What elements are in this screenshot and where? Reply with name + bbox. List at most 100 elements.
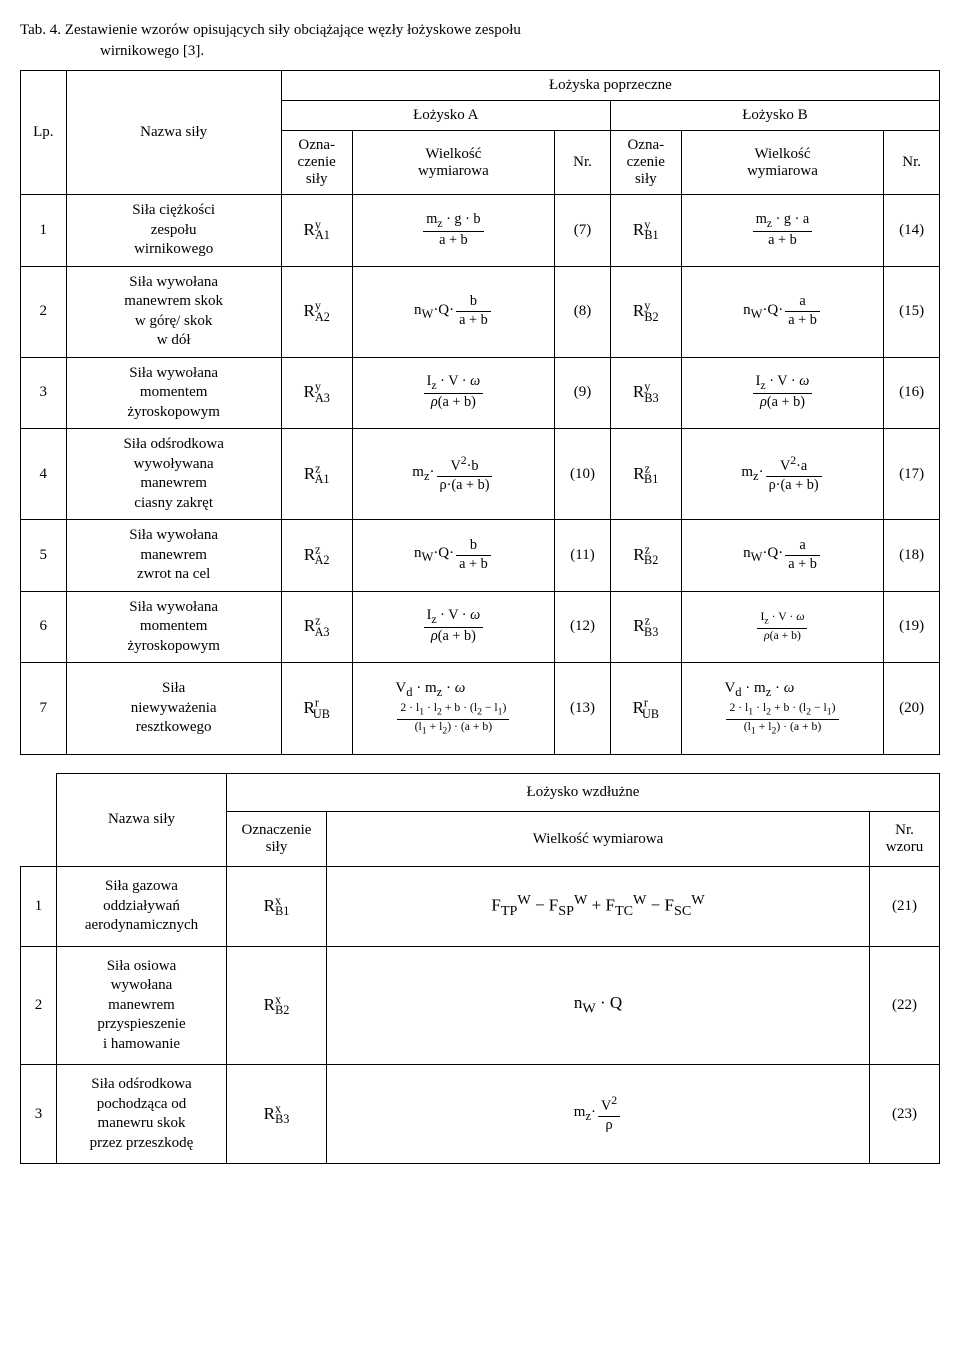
cell-lp: 3 xyxy=(21,1065,57,1164)
header-nr-wzoru-bottom: Nr.wzoru xyxy=(870,812,940,867)
cell-sym: RxB2 xyxy=(227,946,327,1065)
cell-sym-b: RyB2 xyxy=(610,266,681,357)
header-lozyska-poprzeczne: Łożyska poprzeczne xyxy=(281,71,939,101)
cell-lp: 2 xyxy=(21,266,67,357)
cell-sym-a: RyA1 xyxy=(281,195,352,267)
cell-formula-b: Iz · V · ωρ(a + b) xyxy=(681,357,884,429)
cell-nr-b: (16) xyxy=(884,357,940,429)
cell-sym-a: RzA2 xyxy=(281,520,352,592)
cell-nr-a: (13) xyxy=(555,663,611,755)
cell-formula: mz·V2ρ xyxy=(327,1065,870,1164)
cell-formula-b: Iz · V · ωρ(a + b) xyxy=(681,591,884,663)
cell-lp: 1 xyxy=(21,195,67,267)
cell-sym-a: RyA3 xyxy=(281,357,352,429)
table-row: 3Siła odśrodkowapochodząca odmanewru sko… xyxy=(21,1065,940,1164)
cell-nr: (22) xyxy=(870,946,940,1065)
header-nr-b: Nr. xyxy=(884,131,940,195)
cell-nr: (23) xyxy=(870,1065,940,1164)
cell-formula-a: Iz · V · ωρ(a + b) xyxy=(352,357,555,429)
cell-lp: 4 xyxy=(21,429,67,520)
header-wielk-wym-b: Wielkośćwymiarowa xyxy=(681,131,884,195)
cell-nr: (21) xyxy=(870,867,940,947)
cell-formula-a: Vd · mz · ω2 · l1 · l2 + b · (l2 − l1)(l… xyxy=(352,663,555,755)
table-row: 4Siła odśrodkowawywoływanamanewremciasny… xyxy=(21,429,940,520)
cell-name: Siła wywołanamanewremzwrot na cel xyxy=(66,520,281,592)
header-wielk-wym-a: Wielkośćwymiarowa xyxy=(352,131,555,195)
top-table: Lp. Nazwa siły Łożyska poprzeczne Łożysk… xyxy=(20,70,940,755)
cell-sym: RxB3 xyxy=(227,1065,327,1164)
col-nazwa-sily-b: Nazwa siły xyxy=(57,774,227,867)
caption-line2: wirnikowego [3]. xyxy=(20,41,940,62)
cell-sym-a: RzA3 xyxy=(281,591,352,663)
cell-sym-a: RyA2 xyxy=(281,266,352,357)
col-lp: Lp. xyxy=(21,71,67,195)
header-lozysko-b: Łożysko B xyxy=(610,101,939,131)
cell-nr-a: (10) xyxy=(555,429,611,520)
table-row: 6Siła wywołanamomentemżyroskopowymRzA3Iz… xyxy=(21,591,940,663)
cell-name: Siła gazowaoddziaływańaerodynamicznych xyxy=(57,867,227,947)
cell-nr-a: (12) xyxy=(555,591,611,663)
cell-lp: 6 xyxy=(21,591,67,663)
cell-nr-b: (19) xyxy=(884,591,940,663)
cell-formula-a: Iz · V · ωρ(a + b) xyxy=(352,591,555,663)
cell-nr-a: (9) xyxy=(555,357,611,429)
cell-name: Siła wywołanamomentemżyroskopowym xyxy=(66,357,281,429)
table-row: 2Siła osiowawywołanamanewremprzyspieszen… xyxy=(21,946,940,1065)
table-row: 1Siła gazowaoddziaływańaerodynamicznychR… xyxy=(21,867,940,947)
table-row: 5Siła wywołanamanewremzwrot na celRzA2nW… xyxy=(21,520,940,592)
table-row: 3Siła wywołanamomentemżyroskopowymRyA3Iz… xyxy=(21,357,940,429)
cell-lp: 2 xyxy=(21,946,57,1065)
header-lozysko-a: Łożysko A xyxy=(281,101,610,131)
cell-nr-a: (11) xyxy=(555,520,611,592)
cell-lp: 7 xyxy=(21,663,67,755)
cell-name: Siła wywołanamanewrem skokw górę/ skokw … xyxy=(66,266,281,357)
bottom-table: Nazwa siły Łożysko wzdłużne Oznaczeniesi… xyxy=(20,773,940,1164)
cell-nr-b: (15) xyxy=(884,266,940,357)
cell-lp: 3 xyxy=(21,357,67,429)
col-nazwa-sily: Nazwa siły xyxy=(66,71,281,195)
cell-formula-b: nW·Q·aa + b xyxy=(681,520,884,592)
cell-sym-b: RzB2 xyxy=(610,520,681,592)
header-lozysko-wzdluzne: Łożysko wzdłużne xyxy=(227,774,940,812)
table-row: 2Siła wywołanamanewrem skokw górę/ skokw… xyxy=(21,266,940,357)
cell-formula-a: mz·V2·bρ·(a + b) xyxy=(352,429,555,520)
cell-nr-a: (7) xyxy=(555,195,611,267)
cell-lp: 5 xyxy=(21,520,67,592)
cell-sym-b: RyB3 xyxy=(610,357,681,429)
cell-sym-a: RrUB xyxy=(281,663,352,755)
header-wielk-wym-bottom: Wielkość wymiarowa xyxy=(327,812,870,867)
empty-corner xyxy=(21,774,57,867)
cell-formula: FTPW − FSPW + FTCW − FSCW xyxy=(327,867,870,947)
header-ozn-sily-b: Ozna-czeniesiły xyxy=(610,131,681,195)
cell-sym: RxB1 xyxy=(227,867,327,947)
header-nr-a: Nr. xyxy=(555,131,611,195)
cell-formula-a: nW·Q·ba + b xyxy=(352,266,555,357)
cell-nr-b: (20) xyxy=(884,663,940,755)
cell-name: Siłaniewyważeniaresztkowego xyxy=(66,663,281,755)
cell-lp: 1 xyxy=(21,867,57,947)
header-ozn-sily-a: Ozna-czeniesiły xyxy=(281,131,352,195)
cell-formula-a: nW·Q·ba + b xyxy=(352,520,555,592)
cell-nr-b: (17) xyxy=(884,429,940,520)
cell-name: Siła odśrodkowapochodząca odmanewru skok… xyxy=(57,1065,227,1164)
header-ozn-sily-bottom: Oznaczeniesiły xyxy=(227,812,327,867)
cell-name: Siła ciężkościzespołuwirnikowego xyxy=(66,195,281,267)
cell-name: Siła odśrodkowawywoływanamanewremciasny … xyxy=(66,429,281,520)
cell-formula-b: mz · g · aa + b xyxy=(681,195,884,267)
table-row: 1Siła ciężkościzespołuwirnikowegoRyA1mz … xyxy=(21,195,940,267)
cell-sym-b: RrUB xyxy=(610,663,681,755)
cell-name: Siła osiowawywołanamanewremprzyspieszeni… xyxy=(57,946,227,1065)
cell-sym-b: RzB3 xyxy=(610,591,681,663)
cell-formula-b: Vd · mz · ω2 · l1 · l2 + b · (l2 − l1)(l… xyxy=(681,663,884,755)
cell-sym-b: RyB1 xyxy=(610,195,681,267)
cell-formula: nW · Q xyxy=(327,946,870,1065)
cell-sym-b: RzB1 xyxy=(610,429,681,520)
caption-lead: Tab. 4. xyxy=(20,22,61,38)
caption-line1: Zestawienie wzorów opisujących siły obci… xyxy=(65,22,521,38)
table-row: 7SiłaniewyważeniaresztkowegoRrUBVd · mz … xyxy=(21,663,940,755)
cell-formula-a: mz · g · ba + b xyxy=(352,195,555,267)
cell-nr-b: (18) xyxy=(884,520,940,592)
table-caption: Tab. 4. Zestawienie wzorów opisujących s… xyxy=(20,20,940,62)
cell-sym-a: RzA1 xyxy=(281,429,352,520)
cell-name: Siła wywołanamomentemżyroskopowym xyxy=(66,591,281,663)
